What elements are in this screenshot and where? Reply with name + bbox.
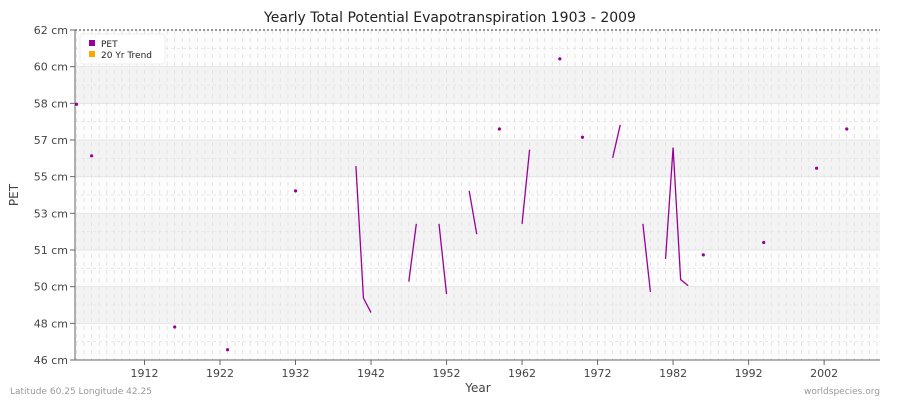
data-point [701,253,705,257]
x-tick-label: 1952 [433,367,461,380]
data-line-segment [355,166,372,313]
data-line-segment [468,190,478,235]
data-point [74,102,79,106]
data-line-segment [521,149,531,224]
legend-trend-label: 20 Yr Trend [101,51,152,61]
data-line-segment [612,124,621,159]
x-tick-label: 1932 [282,367,310,380]
footer-location: Latitude 60.25 Longitude 42.25 [10,387,152,397]
y-axis-label: PET [7,183,21,206]
data-point [814,166,819,170]
data-line-segment [438,223,448,295]
data-line-segment [664,147,689,287]
y-tick-label: 46 cm [34,354,68,367]
x-tick-label: 2002 [810,367,838,380]
x-tick-label: 1992 [735,367,763,380]
x-axis-label: Year [464,381,490,395]
legend-trend-swatch [89,51,95,57]
legend-pet-swatch [89,40,95,46]
chart-title: Yearly Total Potential Evapotranspiratio… [263,10,636,26]
x-tick-label: 1982 [659,367,687,380]
data-point [225,348,230,352]
legend-pet-label: PET [101,40,118,50]
x-tick-label: 1962 [508,367,536,380]
data-line-segment [642,223,652,293]
x-tick-label: 1972 [584,367,612,380]
data-point [173,325,177,329]
y-tick-label: 51 cm [34,244,68,257]
y-tick-label: 60 cm [34,61,68,74]
data-point [90,154,94,158]
footer-source[interactable]: worldspecies.org [804,387,880,397]
y-tick-label: 48 cm [34,317,68,330]
x-tick-label: 1942 [357,367,385,380]
y-tick-label: 50 cm [34,281,68,294]
y-tick-label: 57 cm [34,134,68,147]
legend: PET 20 Yr Trend [79,33,166,65]
y-tick-label: 62 cm [34,24,68,37]
data-line-segment [408,223,417,282]
data-point [293,189,298,193]
y-tick-label: 58 cm [34,97,68,110]
data-point [580,135,585,139]
data-point [845,127,849,131]
y-tick-label: 55 cm [34,171,68,184]
data-point [558,57,562,61]
x-tick-label: 1912 [130,367,158,380]
data-point [497,127,501,131]
data-point [762,240,766,245]
y-tick-label: 53 cm [34,207,68,220]
x-tick-label: 1922 [206,367,234,380]
